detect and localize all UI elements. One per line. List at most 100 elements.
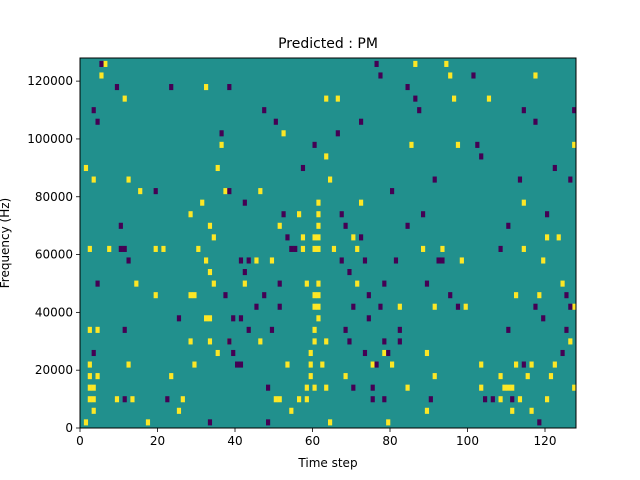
heatmap-cells [83,60,577,426]
heatmap-cell-low [405,222,410,229]
heatmap-cell-high [498,396,503,403]
heatmap-cell-low [397,326,402,333]
heatmap-cell-high [568,338,573,345]
heatmap-cell-low [370,384,375,391]
y-tick-label: 60000 [35,248,73,262]
heatmap-cell-high [537,292,542,299]
heatmap-cell-low [397,338,402,345]
heatmap-cell-high [316,280,321,287]
heatmap-cell-high [424,407,430,414]
heatmap-cell-high [95,373,100,380]
heatmap-cell-low [498,245,503,252]
plot-area [80,58,576,428]
heatmap-cell-high [289,407,294,414]
y-tick-label: 0 [65,421,73,435]
heatmap-cell-high [87,396,92,403]
x-tick-label: 0 [76,434,84,448]
heatmap-cell-high [312,303,317,310]
heatmap-cell-high [312,234,317,241]
heatmap-cell-low [541,315,546,322]
heatmap-cell-low [91,349,96,357]
heatmap-cell-low [382,280,387,287]
heatmap-cell-high [529,407,534,414]
heatmap-cell-high [126,361,131,368]
heatmap-cell-low [428,396,433,403]
heatmap-cell-high [514,292,519,299]
heatmap-cell-high [320,361,325,368]
heatmap-cell-high [448,72,453,79]
heatmap-cell-high [312,384,317,391]
heatmap-cell-high [207,315,213,322]
heatmap-cell-low [568,303,573,310]
heatmap-cell-high [355,280,360,287]
heatmap-cell-low [390,188,395,195]
heatmap-cell-high [316,211,321,218]
heatmap-cell-high [95,326,100,333]
heatmap-cell-high [331,245,337,252]
heatmap-cell-low [440,257,445,264]
heatmap-cell-low [289,245,294,252]
heatmap-cell-low [490,396,495,403]
heatmap-cell-low [266,419,271,426]
heatmap-cell-high [211,234,216,241]
heatmap-cell-high [463,303,468,310]
heatmap-cell-high [200,199,205,206]
heatmap-cell-high [204,315,209,322]
heatmap-cell-high [91,384,96,391]
heatmap-cell-high [188,211,193,218]
heatmap-cell-high [211,280,216,287]
heatmap-cell-high [351,234,356,241]
y-tick-label: 100000 [27,132,73,146]
heatmap-cell-high [316,245,321,252]
heatmap-cell-low [118,245,123,252]
heatmap-cell-high [138,188,143,195]
heatmap-cell-high [91,396,96,403]
y-tick-label: 40000 [35,305,73,319]
heatmap-cell-high [390,361,395,368]
heatmap-cell-low [510,396,515,403]
heatmap-cell-high [103,60,108,67]
heatmap-cell-high [91,407,96,414]
heatmap-cell-low [506,326,511,333]
heatmap-cell-low [359,234,364,241]
heatmap-cell-high [552,361,557,368]
heatmap-cell-low [366,315,371,322]
heatmap-cell-low [517,176,523,183]
heatmap-cell-high [382,349,387,357]
heatmap-cell-low [374,361,379,368]
heatmap-cell-high [297,396,302,403]
heatmap-cell-high [506,384,511,391]
heatmap-cell-low [521,361,526,368]
heatmap-cell-low [169,84,174,91]
x-tick-label: 120 [534,434,557,448]
heatmap-cell-low [262,107,267,114]
heatmap-cell-high [548,373,554,380]
heatmap-cell-high [324,153,329,160]
heatmap-cell-low [343,326,348,333]
x-tick-label: 80 [382,434,397,448]
heatmap-cell-high [397,303,402,310]
heatmap-cell-high [335,95,340,102]
heatmap-cell-high [207,222,213,229]
heatmap-cell-low [424,280,430,287]
heatmap-cell-high [223,188,228,195]
heatmap-cell-high [99,72,104,79]
heatmap-cell-low [572,107,577,114]
heatmap-cell-high [83,419,89,426]
heatmap-cell-high [324,338,329,345]
heatmap-cell-high [529,361,534,368]
heatmap-cell-high [556,234,561,241]
heatmap-cell-low [413,95,418,102]
heatmap-cell-low [533,303,538,310]
heatmap-cell-low [545,211,550,218]
heatmap-cell-high [207,269,213,276]
heatmap-cell-low [153,188,158,195]
heatmap-cell-high [432,373,437,380]
heatmap-cell-high [258,188,263,195]
heatmap-cell-high [242,280,247,287]
heatmap-cell-high [297,211,302,218]
heatmap-cell-low [335,130,340,137]
heatmap-cell-low [122,396,127,403]
heatmap-cell-high [215,349,220,357]
heatmap-cell-high [180,396,185,403]
